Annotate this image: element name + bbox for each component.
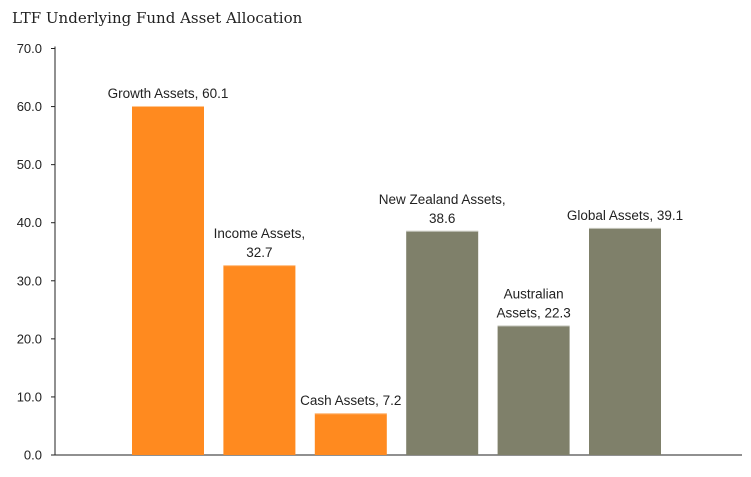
bar-australian-assets bbox=[497, 325, 570, 455]
data-label: Income Assets, bbox=[214, 226, 306, 241]
data-label: 38.6 bbox=[429, 211, 455, 226]
chart-title: LTF Underlying Fund Asset Allocation bbox=[12, 9, 303, 27]
bar-growth-assets bbox=[132, 105, 204, 455]
data-label: New Zealand Assets, bbox=[379, 192, 506, 207]
y-tick-label: 40.0 bbox=[17, 215, 42, 230]
data-labels: Growth Assets, 60.1 Income Assets, 32.7 Cas… bbox=[108, 86, 684, 408]
bar-cash-assets bbox=[314, 413, 387, 455]
y-tick-label: 70.0 bbox=[17, 41, 42, 56]
axes: 0.0 10.0 20.0 30.0 40.0 50.0 60.0 70.0 bbox=[17, 41, 742, 463]
y-tick-label: 20.0 bbox=[17, 331, 42, 346]
data-label: Growth Assets, 60.1 bbox=[108, 86, 229, 101]
y-tick-label: 30.0 bbox=[17, 273, 42, 288]
y-tick-label: 0.0 bbox=[24, 448, 42, 463]
bar-global-assets bbox=[589, 227, 661, 455]
bar-income-assets bbox=[223, 265, 296, 455]
bar-new-zealand-assets bbox=[406, 230, 479, 455]
data-label: Assets, 22.3 bbox=[496, 306, 570, 321]
data-label: Global Assets, 39.1 bbox=[567, 208, 683, 223]
y-tick-label: 50.0 bbox=[17, 157, 42, 172]
data-label: Cash Assets, 7.2 bbox=[300, 393, 401, 408]
y-tick-label: 60.0 bbox=[17, 99, 42, 114]
data-label: Australian bbox=[504, 287, 564, 302]
bars bbox=[132, 105, 661, 455]
data-label: 32.7 bbox=[246, 245, 272, 260]
y-tick-label: 10.0 bbox=[17, 389, 42, 404]
